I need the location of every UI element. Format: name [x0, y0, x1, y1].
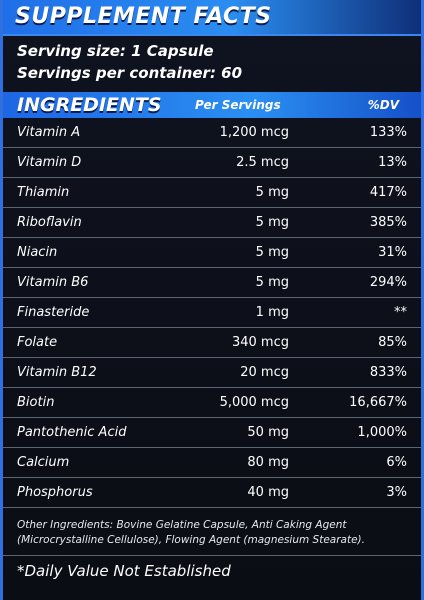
table-row: Thiamin 5 mg 417% [3, 178, 421, 208]
ingredient-dv: 417% [369, 185, 407, 200]
table-row: Vitamin A 1,200 mcg 133% [3, 118, 421, 148]
ingredient-dv: 85% [378, 335, 407, 350]
ingredient-dv: 833% [369, 365, 407, 380]
ingredient-name: Finasteride [17, 305, 90, 320]
ingredient-name: Calcium [17, 455, 70, 470]
ingredient-name: Vitamin B6 [17, 275, 89, 290]
ingredient-amount: 1,200 mcg [219, 125, 289, 140]
ingredient-amount: 2.5 mcg [236, 155, 289, 170]
footnote-divider [3, 555, 421, 556]
ingredients-table: Vitamin A 1,200 mcg 133% Vitamin D 2.5 m… [3, 118, 421, 508]
table-row: Folate 340 mcg 85% [3, 328, 421, 358]
ingredient-amount: 40 mg [247, 485, 289, 500]
ingredient-dv: 294% [369, 275, 407, 290]
ingredient-name: Folate [17, 335, 58, 350]
ingredient-name: Thiamin [17, 185, 70, 200]
table-row: Riboflavin 5 mg 385% [3, 208, 421, 238]
ingredient-name: Biotin [17, 395, 55, 410]
ingredient-amount: 5,000 mcg [219, 395, 289, 410]
supplement-facts-banner: SUPPLEMENT FACTS [3, 0, 421, 36]
table-row: Niacin 5 mg 31% [3, 238, 421, 268]
ingredients-title: INGREDIENTS [17, 94, 162, 116]
table-row: Pantothenic Acid 50 mg 1,000% [3, 418, 421, 448]
ingredients-header: INGREDIENTS Per Servings %DV [3, 92, 421, 118]
ingredient-amount: 5 mg [255, 215, 289, 230]
per-servings-column-header: Per Servings [195, 98, 281, 112]
ingredient-amount: 5 mg [255, 185, 289, 200]
ingredient-dv: 3% [386, 485, 407, 500]
ingredient-name: Riboflavin [17, 215, 82, 230]
ingredient-dv: 133% [369, 125, 407, 140]
ingredient-name: Niacin [17, 245, 58, 260]
table-row: Phosphorus 40 mg 3% [3, 478, 421, 508]
ingredient-dv: 385% [369, 215, 407, 230]
serving-size: Serving size: 1 Capsule [17, 42, 214, 60]
ingredient-amount: 340 mcg [231, 335, 289, 350]
servings-per-container: Servings per container: 60 [17, 64, 243, 82]
ingredient-amount: 1 mg [255, 305, 289, 320]
table-row: Finasteride 1 mg ** [3, 298, 421, 328]
ingredient-amount: 5 mg [255, 275, 289, 290]
ingredient-dv: 31% [378, 245, 407, 260]
ingredient-amount: 20 mcg [240, 365, 289, 380]
ingredient-amount: 80 mg [247, 455, 289, 470]
ingredient-name: Pantothenic Acid [17, 425, 127, 440]
ingredient-amount: 5 mg [255, 245, 289, 260]
ingredient-name: Vitamin A [17, 125, 81, 140]
serving-info: Serving size: 1 Capsule Servings per con… [17, 40, 417, 84]
ingredient-name: Vitamin B12 [17, 365, 97, 380]
ingredient-dv: 1,000% [357, 425, 407, 440]
dv-column-header: %DV [367, 98, 399, 112]
other-ingredients-text: Other Ingredients: Bovine Gelatine Capsu… [17, 519, 365, 546]
ingredient-dv: 6% [386, 455, 407, 470]
table-row: Calcium 80 mg 6% [3, 448, 421, 478]
ingredient-name: Phosphorus [17, 485, 93, 500]
ingredient-amount: 50 mg [247, 425, 289, 440]
daily-value-footnote: *Daily Value Not Established [17, 562, 231, 580]
table-row: Vitamin B12 20 mcg 833% [3, 358, 421, 388]
table-row: Vitamin D 2.5 mcg 13% [3, 148, 421, 178]
ingredient-dv: 13% [378, 155, 407, 170]
ingredient-name: Vitamin D [17, 155, 82, 170]
ingredient-dv: ** [394, 305, 407, 320]
table-row: Biotin 5,000 mcg 16,667% [3, 388, 421, 418]
panel-title: SUPPLEMENT FACTS [15, 4, 272, 29]
ingredient-dv: 16,667% [349, 395, 407, 410]
table-row: Vitamin B6 5 mg 294% [3, 268, 421, 298]
